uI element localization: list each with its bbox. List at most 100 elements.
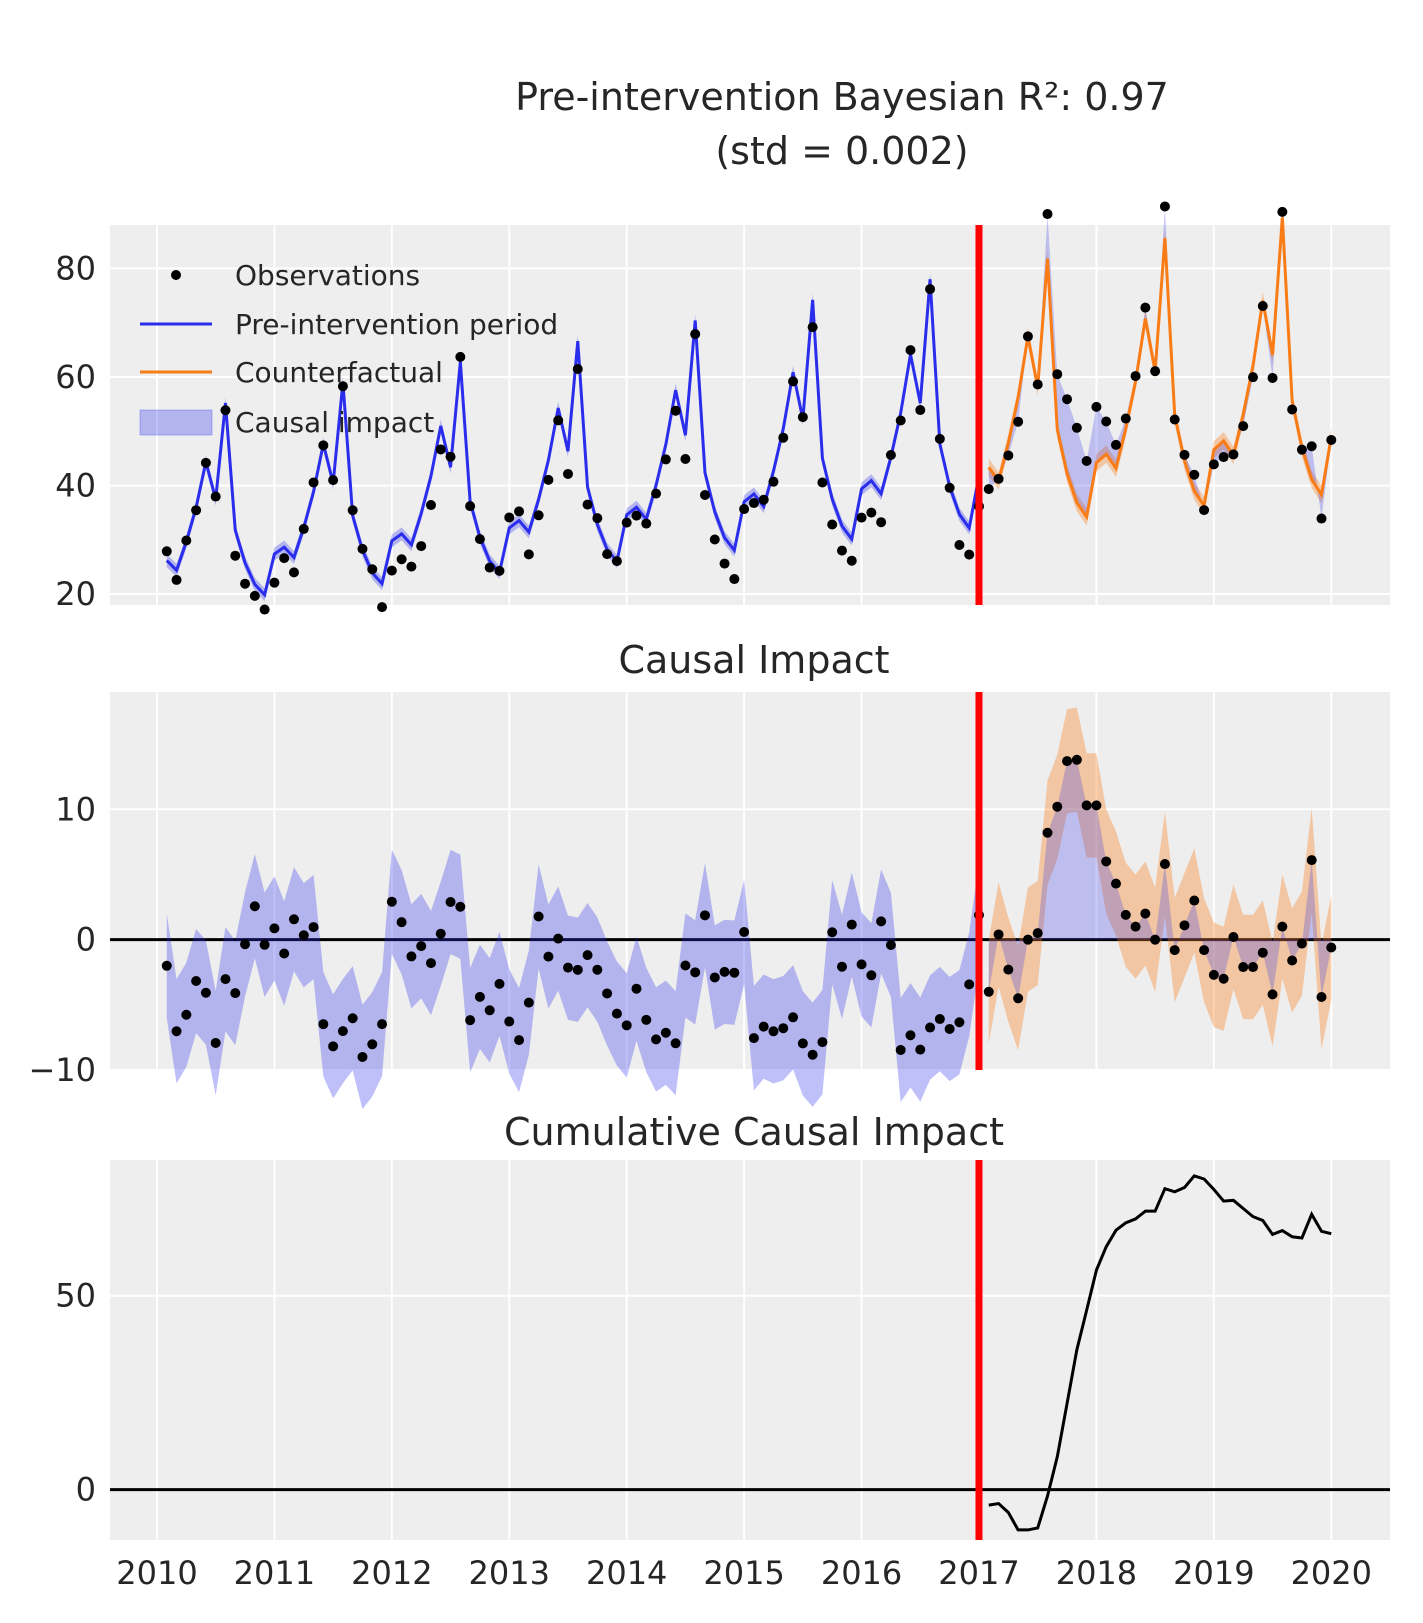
impact-point bbox=[631, 983, 642, 994]
observation-point bbox=[435, 444, 446, 455]
impact-point bbox=[1267, 989, 1278, 1000]
impact-point bbox=[1091, 800, 1102, 811]
impact-point bbox=[1306, 855, 1317, 866]
impact-point bbox=[1042, 827, 1053, 838]
x-tick-label: 2013 bbox=[469, 1554, 550, 1592]
observation-point bbox=[1306, 441, 1317, 452]
observation-point bbox=[641, 518, 652, 529]
observation-point bbox=[504, 512, 515, 523]
observation-point bbox=[1257, 301, 1268, 312]
impact-point bbox=[220, 974, 231, 985]
impact-point bbox=[562, 962, 573, 973]
impact-point bbox=[279, 948, 290, 959]
observation-point bbox=[915, 405, 926, 416]
impact-point bbox=[171, 1026, 182, 1037]
impact-point bbox=[1150, 934, 1161, 945]
observation-point bbox=[328, 475, 339, 486]
impact-point bbox=[1003, 964, 1014, 975]
observation-point bbox=[1013, 416, 1024, 427]
plot-background bbox=[110, 1160, 1390, 1540]
observation-point bbox=[1199, 505, 1210, 516]
observation-point bbox=[210, 491, 221, 502]
observation-point bbox=[1052, 369, 1063, 380]
observation-point bbox=[562, 468, 573, 479]
y-tick-label: 40 bbox=[55, 467, 96, 505]
impact-point bbox=[1277, 921, 1288, 932]
observation-point bbox=[1150, 366, 1161, 377]
observation-point bbox=[660, 454, 671, 465]
impact-point bbox=[181, 1009, 192, 1020]
impact-point bbox=[1159, 859, 1170, 870]
impact-point bbox=[1247, 962, 1258, 973]
observation-point bbox=[611, 556, 622, 567]
impact-point bbox=[445, 896, 456, 907]
observation-point bbox=[1169, 414, 1180, 425]
impact-point bbox=[386, 896, 397, 907]
impact-point bbox=[719, 966, 730, 977]
observation-point bbox=[1228, 449, 1239, 460]
impact-point bbox=[1081, 800, 1092, 811]
observation-point bbox=[1247, 372, 1258, 383]
y-tick-label: 20 bbox=[55, 575, 96, 613]
impact-point bbox=[1101, 856, 1112, 867]
plot-background bbox=[110, 692, 1390, 1070]
observation-point bbox=[827, 519, 838, 530]
impact-point bbox=[944, 1023, 955, 1034]
observation-point bbox=[474, 534, 485, 545]
observation-point bbox=[836, 545, 847, 556]
impact-point bbox=[455, 901, 466, 912]
observation-point bbox=[768, 476, 779, 487]
y-tick-label: 60 bbox=[55, 358, 96, 396]
x-tick-label: 2011 bbox=[234, 1554, 315, 1592]
impact-point bbox=[494, 978, 505, 989]
counterfactual-line bbox=[987, 217, 1333, 521]
impact-point bbox=[259, 939, 270, 950]
impact-point bbox=[318, 1019, 329, 1030]
impact-point bbox=[308, 922, 319, 933]
observation-point bbox=[925, 284, 936, 295]
observation-point bbox=[533, 510, 544, 521]
impact-point bbox=[230, 988, 241, 999]
impact-point bbox=[298, 930, 309, 941]
impact-point bbox=[288, 914, 299, 925]
observation-point bbox=[1120, 413, 1131, 424]
y-tick-label: −10 bbox=[28, 1051, 96, 1089]
impact-point bbox=[602, 988, 613, 999]
impact-point bbox=[484, 1005, 495, 1016]
impact-point bbox=[161, 960, 172, 971]
observation-point bbox=[425, 500, 436, 511]
top-title-line2: (std = 0.002) bbox=[715, 129, 968, 173]
observation-point bbox=[200, 457, 211, 468]
observation-point bbox=[631, 510, 642, 521]
observation-point bbox=[191, 505, 202, 516]
observation-point bbox=[866, 507, 877, 518]
impact-point bbox=[1257, 947, 1268, 958]
observation-point bbox=[1032, 379, 1043, 390]
y-tick-label: 10 bbox=[55, 790, 96, 828]
impact-point bbox=[866, 970, 877, 981]
observation-point bbox=[1110, 439, 1121, 450]
observation-point bbox=[1071, 422, 1082, 433]
impact-point bbox=[1189, 895, 1200, 906]
impact-point bbox=[778, 1023, 789, 1034]
observation-point bbox=[876, 517, 887, 528]
top-title-line1: Pre-intervention Bayesian R²: 0.97 bbox=[515, 75, 1169, 119]
impact-point bbox=[425, 958, 436, 969]
impact-point bbox=[1140, 908, 1151, 919]
impact-point bbox=[817, 1037, 828, 1048]
observation-point bbox=[494, 565, 505, 576]
impact-point bbox=[660, 1027, 671, 1038]
impact-point bbox=[191, 975, 202, 986]
impact-point bbox=[680, 960, 691, 971]
legend-observations-label: Observations bbox=[235, 259, 420, 292]
impact-point bbox=[435, 928, 446, 939]
observation-point bbox=[455, 351, 466, 362]
observation-point bbox=[465, 501, 476, 512]
impact-point bbox=[543, 951, 554, 962]
impact-point bbox=[895, 1044, 906, 1055]
observation-point bbox=[337, 381, 348, 392]
impact-point bbox=[357, 1051, 368, 1062]
impact-point bbox=[553, 933, 564, 944]
